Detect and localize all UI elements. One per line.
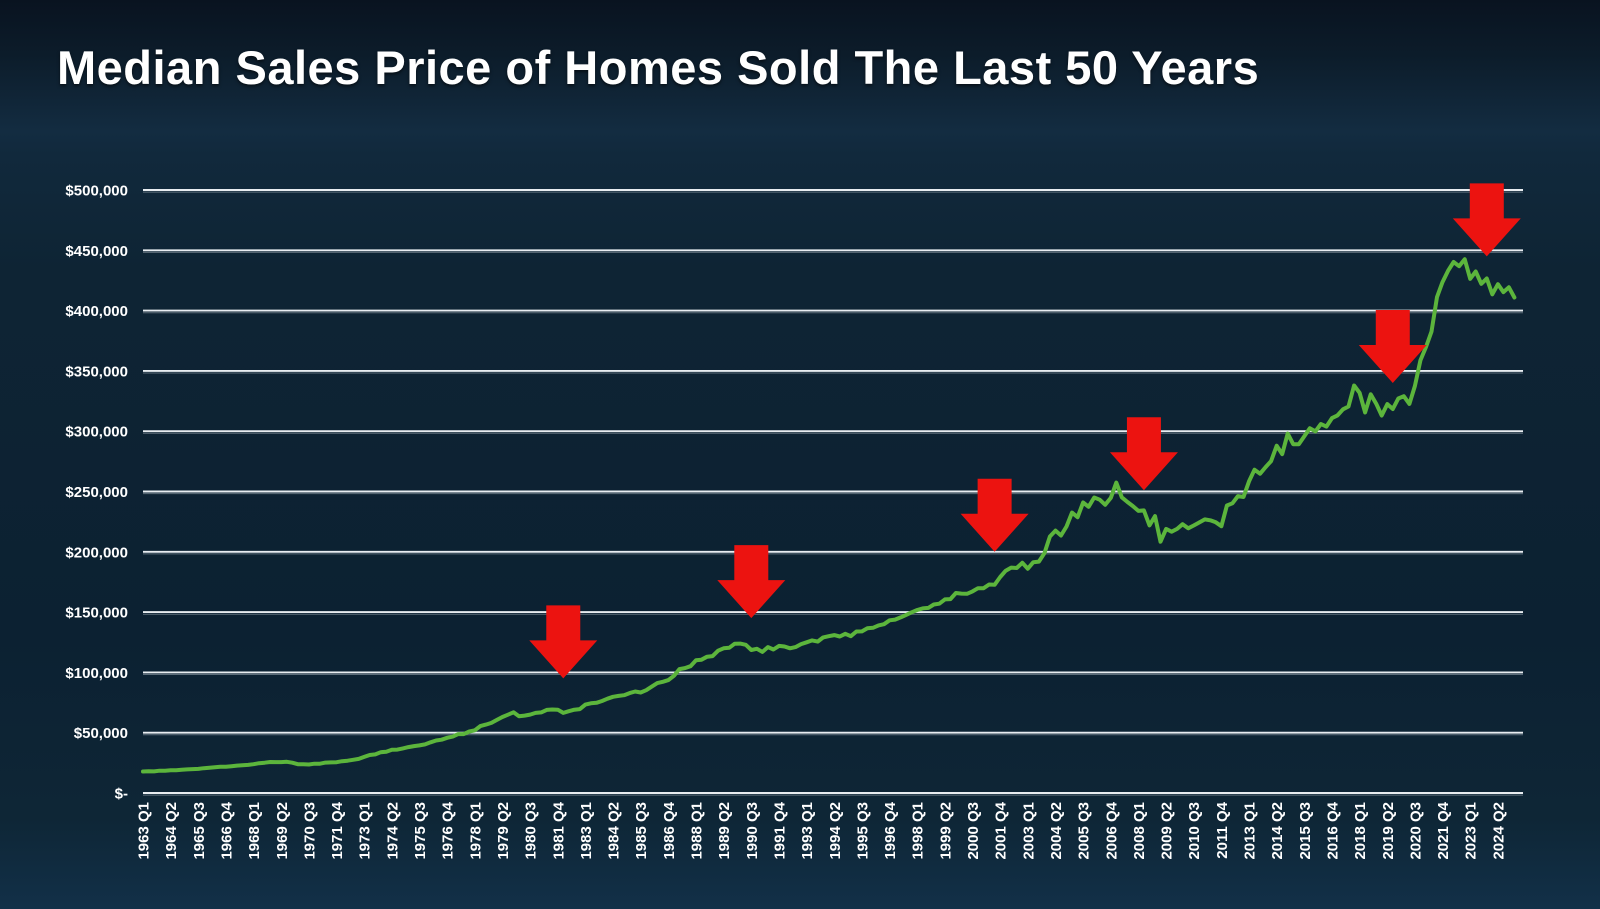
y-tick-label: $200,000 [65,544,128,561]
y-tick-label: $500,000 [65,183,128,200]
x-tick-label: 2005 Q3 [1076,802,1093,860]
x-tick-label: 2024 Q2 [1490,802,1507,860]
x-tick-label: 2010 Q3 [1186,802,1203,860]
x-tick-label: 1989 Q2 [716,802,733,860]
x-tick-label: 2018 Q1 [1352,802,1369,860]
recession-arrow-icon [1452,183,1521,257]
recession-arrows [529,183,1521,679]
x-tick-label: 2003 Q1 [1020,802,1037,860]
recession-arrow-icon [960,478,1029,552]
price-line [141,257,1517,774]
x-tick-label: 1995 Q3 [854,802,871,860]
y-tick-label: $300,000 [65,424,128,441]
x-tick-label: 1965 Q3 [191,802,208,860]
x-tick-label: 2001 Q4 [993,801,1010,859]
y-tick-label: $400,000 [65,303,128,320]
chart-title: Median Sales Price of Homes Sold The Las… [57,41,1260,94]
x-tick-label: 2008 Q1 [1131,802,1148,860]
y-tick-label: $350,000 [65,363,128,380]
x-tick-label: 2000 Q3 [965,802,982,860]
x-tick-label: 1980 Q3 [523,802,540,860]
y-tick-label: $100,000 [65,665,128,682]
recession-arrow-icon [529,605,598,679]
x-tick-label: 1981 Q4 [550,801,567,859]
x-tick-label: 1973 Q1 [357,802,374,860]
x-tick-label: 2020 Q3 [1407,802,1424,860]
x-tick-label: 1966 Q4 [218,801,235,859]
x-tick-label: 1988 Q1 [689,802,706,860]
x-tick-label: 1991 Q4 [771,801,788,859]
x-tick-label: 2004 Q2 [1048,802,1065,860]
x-tick-label: 1993 Q1 [799,802,816,860]
x-tick-label: 2023 Q1 [1463,802,1480,860]
x-axis-labels: 1963 Q1 1964 Q2 1965 Q3 1966 Q4 1968 Q1 1969 … [136,801,1508,859]
x-tick-label: 1994 Q2 [827,802,844,860]
x-tick-label: 2013 Q1 [1242,802,1259,860]
x-tick-label: 2014 Q2 [1269,802,1286,860]
x-tick-label: 1998 Q1 [910,802,927,860]
x-tick-label: 1996 Q4 [882,801,899,859]
x-tick-label: 1979 Q2 [495,802,512,860]
x-tick-label: 1983 Q1 [578,802,595,860]
x-tick-label: 1984 Q2 [606,802,623,860]
x-tick-label: 1975 Q3 [412,802,429,860]
x-tick-label: 2019 Q2 [1380,802,1397,860]
x-tick-label: 1964 Q2 [163,802,180,860]
recession-arrow-icon [1109,417,1178,491]
x-tick-label: 1978 Q1 [467,802,484,860]
x-tick-label: 1970 Q3 [301,802,318,860]
x-tick-label: 1999 Q2 [937,802,954,860]
x-tick-label: 1971 Q4 [329,801,346,859]
y-axis-labels: $- $50,000 $100,000 $150,000 $200,000 $250,00… [65,183,128,803]
x-tick-label: 2009 Q2 [1159,802,1176,860]
x-tick-label: 2021 Q4 [1435,801,1452,859]
x-tick-label: 1969 Q2 [274,802,291,860]
x-tick-label: 1990 Q3 [744,802,761,860]
y-tick-label: $50,000 [74,725,128,742]
y-tick-label: $450,000 [65,243,128,260]
x-tick-label: 1974 Q2 [384,802,401,860]
x-tick-label: 1976 Q4 [440,801,457,859]
x-tick-label: 2016 Q4 [1324,801,1341,859]
x-tick-label: 2011 Q4 [1214,801,1231,858]
recession-arrow-icon [1358,309,1427,383]
x-tick-label: 1963 Q1 [136,802,153,860]
x-tick-label: 1968 Q1 [246,802,263,860]
gridlines [143,189,1523,796]
x-tick-label: 1986 Q4 [661,801,678,859]
y-tick-label: $250,000 [65,484,128,501]
x-tick-label: 1985 Q3 [633,802,650,860]
recession-arrow-icon [717,545,786,619]
x-tick-label: 2015 Q3 [1297,802,1314,860]
x-tick-label: 2006 Q4 [1103,801,1120,859]
y-tick-label: $150,000 [65,605,128,622]
y-tick-label: $- [115,786,128,803]
